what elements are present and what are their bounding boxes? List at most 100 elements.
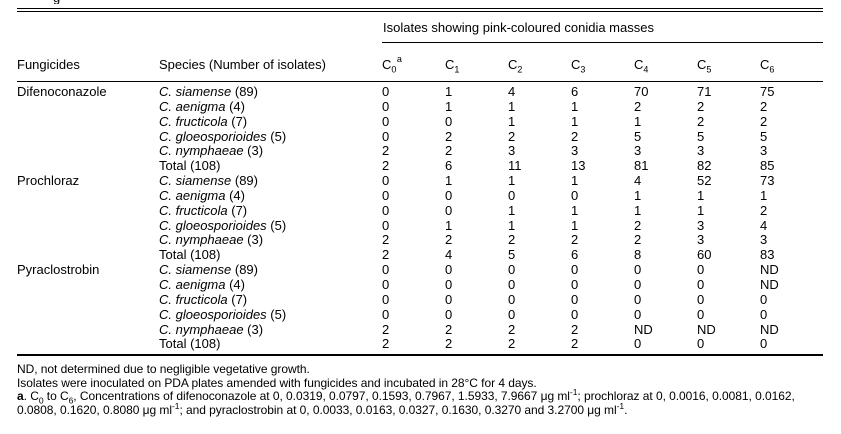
count-c1-cell: 2 [445, 232, 453, 248]
count-c6-cell: 3 [760, 232, 768, 248]
col-header-c4: C4 [634, 42, 697, 82]
table-row: C. nymphaeae (3) 2 2 2 2 ND ND ND [17, 321, 823, 338]
count-c5-cell: 1 [697, 187, 705, 203]
col-header-c3: C3 [571, 42, 634, 82]
fungicide-cell [17, 293, 159, 308]
count-c3-cell: 1 [571, 173, 579, 189]
table-row: Total (108) 2 2 2 2 0 0 0 [17, 336, 823, 355]
count-c3-cell: 0 [571, 187, 579, 203]
count-c0-cell: 0 [382, 84, 390, 99]
table-row: Total (108) 2 6 11 13 81 82 85 [17, 158, 823, 174]
count-c6-cell: 0 [760, 291, 768, 307]
count-c1-cell: 1 [445, 173, 453, 189]
count-c5-cell: ND [697, 321, 716, 337]
count-c5-cell: 1 [697, 202, 705, 218]
spanner-row: Isolates showing pink-coloured conidia m… [17, 10, 824, 43]
count-c2-cell: 1 [508, 202, 516, 218]
count-c6-cell: 83 [760, 247, 775, 263]
count-c4-cell: 0 [634, 291, 642, 307]
table-row: C. nymphaeae (3) 2 2 2 2 2 3 3 [17, 233, 823, 248]
fungicide-conidia-table: Isolates showing pink-coloured conidia m… [17, 8, 824, 357]
count-c6-cell: ND [760, 321, 779, 337]
table-row: C. aenigma (4) 0 1 1 1 2 2 2 [17, 98, 823, 115]
count-c1-cell: 2 [445, 336, 453, 352]
count-c6-cell: 2 [760, 202, 768, 218]
table-row: C. gloeosporioides (5) 0 2 2 2 5 5 5 [17, 128, 823, 145]
species-cell: Total (108) [159, 247, 221, 263]
count-c2-cell: 1 [508, 173, 516, 189]
count-c4-cell: 4 [634, 173, 642, 189]
count-c1-cell: 1 [445, 84, 453, 99]
count-c5-cell: 82 [697, 158, 712, 174]
count-c1-cell: 4 [445, 247, 453, 263]
count-c3-cell: 13 [571, 158, 586, 174]
fungicide-cell [17, 130, 159, 145]
count-c5-cell: 0 [697, 291, 705, 307]
caption-fragment-glyph: g [53, 0, 60, 4]
species-cell: C. aenigma (4) [159, 276, 245, 292]
table-row: Prochloraz C. siamense (89) 0 1 1 1 4 52 73 [17, 173, 823, 189]
fungicide-cell [17, 144, 159, 159]
count-c2-cell: 0 [508, 291, 516, 307]
count-c3-cell: 3 [571, 143, 579, 159]
count-c5-cell: 3 [697, 232, 705, 248]
count-c5-cell: 60 [697, 247, 712, 263]
count-c3-cell: 0 [571, 262, 579, 278]
species-cell: C. gloeosporioides (5) [159, 306, 287, 322]
count-c0-cell: 2 [382, 232, 390, 248]
count-c1-cell: 1 [445, 217, 453, 233]
species-cell: Total (108) [159, 158, 221, 174]
count-c0-cell: 2 [382, 143, 390, 159]
species-cell: C. nymphaeae (3) [159, 321, 264, 337]
count-c6-cell: 5 [760, 128, 768, 144]
fungicide-cell: Prochloraz [17, 173, 80, 189]
species-cell: C. aenigma (4) [159, 98, 245, 114]
count-c3-cell: 2 [571, 321, 579, 337]
footnotes: ND, not determined due to negligible veg… [17, 362, 829, 417]
count-c6-cell: 3 [760, 143, 768, 159]
count-c0-cell: 0 [382, 113, 390, 129]
count-c1-cell: 6 [445, 158, 453, 174]
cropped-caption-fragment: g [53, 0, 65, 4]
count-c1-cell: 2 [445, 321, 453, 337]
count-c4-cell: 0 [634, 336, 642, 352]
count-c0-cell: 2 [382, 336, 390, 352]
species-cell: C. siamense (89) [159, 84, 258, 99]
count-c3-cell: 6 [571, 84, 579, 99]
count-c0-cell: 0 [382, 306, 390, 322]
count-c2-cell: 0 [508, 187, 516, 203]
count-c5-cell: 5 [697, 128, 705, 144]
fungicide-cell [17, 323, 159, 338]
count-c3-cell: 0 [571, 276, 579, 292]
fungicide-cell [17, 204, 159, 219]
count-c6-cell: 85 [760, 158, 775, 174]
count-c1-cell: 0 [445, 113, 453, 129]
count-c4-cell: 81 [634, 158, 649, 174]
count-c2-cell: 2 [508, 336, 516, 352]
table-row: C. aenigma (4) 0 0 0 0 1 1 1 [17, 187, 823, 204]
count-c1-cell: 0 [445, 262, 453, 278]
count-c5-cell: 0 [697, 306, 705, 322]
count-c4-cell: 0 [634, 306, 642, 322]
fungicide-cell [17, 337, 159, 355]
count-c4-cell: 5 [634, 128, 642, 144]
species-cell: C. fructicola (7) [159, 113, 248, 129]
fungicide-cell [17, 159, 159, 174]
table-row: C. fructicola (7) 0 0 1 1 1 1 2 [17, 202, 823, 219]
count-c3-cell: 1 [571, 113, 579, 129]
count-c3-cell: 1 [571, 202, 579, 218]
species-cell: Total (108) [159, 336, 221, 352]
count-c2-cell: 2 [508, 128, 516, 144]
fungicide-cell: Difenoconazole [17, 84, 107, 99]
count-c5-cell: 3 [697, 143, 705, 159]
species-cell: C. nymphaeae (3) [159, 232, 264, 248]
table-row: C. gloeosporioides (5) 0 1 1 1 2 3 4 [17, 217, 823, 234]
column-header-row: Fungicides Species (Number of isolates) … [17, 42, 824, 82]
count-c2-cell: 3 [508, 143, 516, 159]
table-row: C. gloeosporioides (5) 0 0 0 0 0 0 0 [17, 306, 823, 323]
count-c5-cell: 2 [697, 113, 705, 129]
count-c4-cell: 70 [634, 84, 649, 99]
count-c1-cell: 0 [445, 276, 453, 292]
fungicide-cell: Pyraclostrobin [17, 262, 100, 278]
count-c5-cell: 71 [697, 84, 712, 99]
